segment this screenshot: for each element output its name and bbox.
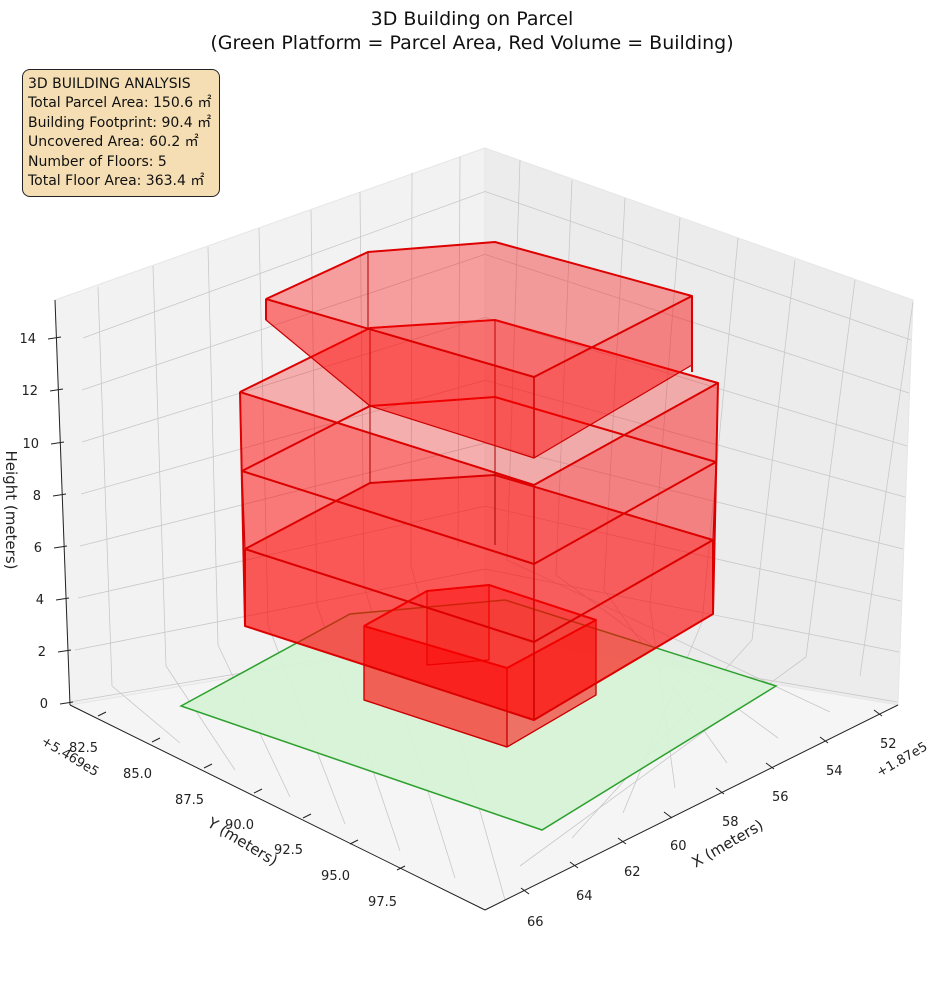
y-tick-label: 87.5 (175, 793, 204, 808)
grid-z-right (484, 316, 908, 447)
y-tick-label: 97.5 (368, 895, 397, 910)
y-tick-mark (97, 711, 107, 717)
x-tick-label: 52 (880, 737, 897, 752)
grid-y-floor (111, 685, 181, 744)
grid-y-back (97, 286, 113, 687)
axes (54, 299, 899, 911)
z-tick-mark (57, 649, 72, 653)
info-title: 3D BUILDING ANALYSIS (28, 76, 191, 92)
x-tick-mark (663, 811, 673, 819)
z-tick-mark (55, 597, 70, 601)
analysis-info-box: 3D BUILDING ANALYSIS Total Parcel Area: … (22, 69, 220, 197)
z-tick-label: 2 (38, 645, 46, 660)
z-tick-mark (47, 336, 62, 340)
z-tick-label: 6 (34, 541, 42, 556)
x-tick-label: 64 (576, 889, 593, 904)
grid-y-back (152, 265, 167, 667)
y-tick-mark (253, 788, 263, 794)
x-tick-label: 60 (670, 839, 687, 854)
y-tick-mark (302, 813, 312, 819)
x-tick-mark (873, 709, 883, 717)
grid-z-right (484, 505, 902, 602)
info-footprint: Building Footprint: 90.4 ㎡ (28, 114, 212, 131)
top-block-roof-edge (265, 241, 693, 378)
grid-y-floor (165, 665, 236, 771)
tower-right-vertical (712, 382, 719, 615)
z-tick-label: 12 (21, 384, 38, 399)
floor-edge-3 (244, 474, 714, 643)
x-tick-label: 54 (826, 764, 843, 779)
z-axis-line (54, 299, 71, 706)
grid-x-back (859, 301, 914, 677)
floor-edge-4 (241, 396, 717, 565)
x-axis-line (484, 704, 899, 911)
info-floors: Number of Floors: 5 (28, 153, 167, 170)
y-axis-line (69, 704, 486, 911)
y-tick-label: 90.0 (225, 818, 254, 833)
grid-z-right (484, 191, 912, 341)
z-tick-mark (59, 701, 74, 705)
grid-z-left (82, 191, 486, 339)
building-volume (239, 241, 719, 748)
info-parcel-area: Total Parcel Area: 150.6 ㎡ (28, 95, 212, 112)
grid-y-back (207, 246, 219, 646)
grid-z-right (484, 254, 910, 394)
x-tick-mark (819, 736, 829, 744)
y-tick-label: 92.5 (274, 843, 303, 858)
y-tick-label: 95.0 (321, 869, 350, 884)
grid-x-back (555, 179, 573, 576)
z-tick-mark (53, 545, 68, 549)
z-axis-label: Height (meters) (2, 451, 20, 570)
y-tick-mark (151, 737, 161, 743)
grid-z-left (81, 316, 486, 443)
z-tick-label: 4 (36, 593, 44, 608)
z-tick-mark (50, 441, 65, 445)
z-tick-label: 0 (40, 697, 48, 712)
z-tick-mark (52, 493, 67, 497)
x-tick-mark (617, 837, 627, 845)
grid-z-right (484, 568, 900, 653)
grid-x-back (805, 279, 856, 658)
z-tick-mark (49, 388, 64, 392)
z-tick-label: 10 (22, 437, 39, 452)
grid-x-back (603, 197, 626, 591)
y-tick-mark (203, 763, 213, 769)
x-tick-label: 66 (527, 915, 544, 930)
grid-x-back (751, 259, 796, 641)
x-tick-mark (715, 787, 725, 795)
grid-x-back (701, 237, 739, 623)
grid-z-right (484, 379, 906, 498)
y-tick-mark (396, 865, 406, 871)
z-tick-label: 14 (19, 332, 36, 347)
grid-z-right (484, 442, 904, 550)
x-tick-mark (569, 861, 579, 869)
x-tick-mark (520, 887, 530, 895)
info-floor-area: Total Floor Area: 363.4 ㎡ (28, 173, 205, 190)
x-tick-label: 58 (722, 815, 739, 830)
chart-title-line1: 3D Building on Parcel (371, 8, 574, 30)
tick-labels: 0 2 4 6 8 10 12 14 82.5 85.0 87.5 90.0 92.5 95.0 97.5 5… (19, 332, 896, 930)
y-tick-label: 82.5 (69, 741, 98, 756)
x-tick-label: 62 (624, 865, 641, 880)
info-uncovered: Uncovered Area: 60.2 ㎡ (28, 134, 199, 151)
chart-title-line2: (Green Platform = Parcel Area, Red Volum… (210, 32, 733, 54)
y-tick-mark (349, 839, 359, 845)
x-tick-mark (765, 762, 775, 770)
x-tick-label: 56 (772, 790, 789, 805)
z-tick-label: 8 (33, 489, 41, 504)
y-tick-label: 85.0 (123, 767, 152, 782)
tower-left-vertical (239, 391, 246, 627)
